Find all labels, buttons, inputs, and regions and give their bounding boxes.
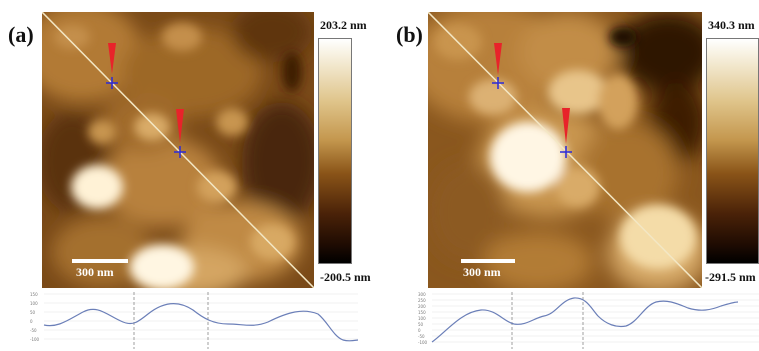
svg-text:-100: -100 (30, 337, 40, 342)
svg-text:50: 50 (418, 322, 424, 327)
svg-text:150: 150 (418, 310, 426, 315)
profile-line-a (42, 12, 314, 288)
height-profile-a: 150 100 50 0 -50 -100 (28, 292, 358, 349)
marker-b2 (560, 108, 572, 158)
colorbar-a (318, 38, 352, 264)
height-profile-b: 300 250 200 150 100 50 0 -50 -100 (416, 292, 759, 349)
profile-line-b (428, 12, 702, 288)
svg-text:-100: -100 (418, 340, 428, 345)
panel-a-label: (a) (8, 22, 34, 47)
svg-text:-50: -50 (418, 334, 425, 339)
svg-text:200: 200 (418, 304, 426, 309)
scale-bar-a (72, 259, 128, 263)
afm-image-a (42, 12, 314, 288)
scale-bar-a-label: 300 nm (76, 265, 114, 279)
colorbar-a-max: 203.2 nm (320, 18, 367, 32)
svg-text:300: 300 (418, 292, 426, 297)
svg-text:-50: -50 (30, 328, 37, 333)
svg-text:0: 0 (418, 328, 421, 333)
profile-b-curve (431, 297, 739, 343)
svg-text:100: 100 (418, 316, 426, 321)
afm-image-b (428, 12, 702, 288)
scale-bar-b (461, 259, 515, 263)
marker-a2 (174, 109, 186, 158)
colorbar-b-min: -291.5 nm (705, 270, 756, 284)
svg-text:100: 100 (30, 301, 38, 306)
marker-b1 (492, 43, 504, 89)
colorbar-b-max: 340.3 nm (708, 18, 755, 32)
marker-a1 (106, 43, 118, 89)
colorbar-b (706, 38, 759, 264)
svg-text:150: 150 (30, 292, 38, 297)
colorbar-a-min: -200.5 nm (320, 270, 371, 284)
svg-text:50: 50 (30, 310, 36, 315)
svg-text:0: 0 (30, 319, 33, 324)
scale-bar-b-label: 300 nm (463, 265, 501, 279)
panel-b-label: (b) (396, 22, 423, 47)
svg-text:250: 250 (418, 298, 426, 303)
profile-a-curve (43, 303, 358, 342)
